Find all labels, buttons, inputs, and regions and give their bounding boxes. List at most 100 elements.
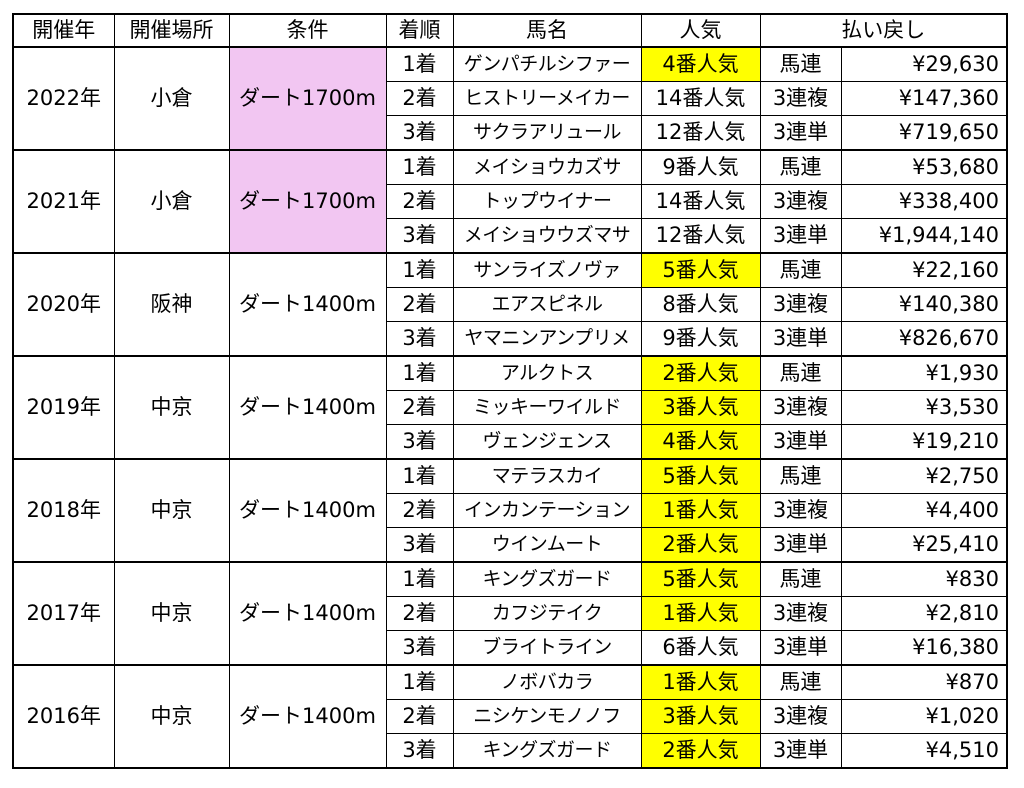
popularity-cell: 14番人気 bbox=[640, 184, 761, 219]
header-venue: 開催場所 bbox=[113, 13, 230, 48]
place-cell: 2着 bbox=[385, 390, 454, 425]
horse-name-cell: メイショウウズマサ bbox=[452, 218, 642, 254]
year-group: 2020年 阪神 ダート1400m 1着 サンライズノヴァ 5番人気 馬連 ¥22,160 2着… bbox=[12, 252, 1008, 357]
popularity-cell: 3番人気 bbox=[640, 699, 761, 734]
header-year: 開催年 bbox=[12, 13, 115, 48]
year-group: 2016年 中京 ダート1400m 1着 ノボバカラ 1番人気 馬連 ¥870 2着 ニシケンモノ… bbox=[12, 664, 1008, 769]
popularity-cell: 9番人気 bbox=[640, 149, 761, 185]
table-row: 3着 キングズガード 2番人気 3連単 ¥4,510 bbox=[13, 733, 1008, 769]
popularity-cell: 2番人気 bbox=[640, 733, 761, 769]
popularity-cell: 1番人気 bbox=[640, 664, 761, 700]
payout-cell: ¥1,020 bbox=[840, 699, 1008, 734]
payout-cell: ¥719,650 bbox=[840, 115, 1008, 151]
bet-type-cell: 馬連 bbox=[759, 458, 842, 494]
year-cell: 2019年 bbox=[12, 355, 115, 460]
payout-cell: ¥4,510 bbox=[840, 733, 1008, 769]
condition-cell: ダート1400m bbox=[228, 458, 387, 563]
place-cell: 1着 bbox=[385, 149, 454, 185]
venue-cell: 小倉 bbox=[113, 46, 230, 151]
table-row: 2着 ニシケンモノノフ 3番人気 3連複 ¥1,020 bbox=[13, 699, 1008, 734]
horse-name-cell: ヤマニンアンプリメ bbox=[452, 321, 642, 357]
bet-type-cell: 3連複 bbox=[759, 184, 842, 219]
horse-name-cell: トップウイナー bbox=[452, 184, 642, 219]
popularity-cell: 3番人気 bbox=[640, 390, 761, 425]
horse-name-cell: カフジテイク bbox=[452, 596, 642, 631]
table-row: 2着 カフジテイク 1番人気 3連複 ¥2,810 bbox=[13, 596, 1008, 631]
venue-cell: 阪神 bbox=[113, 252, 230, 357]
horse-name-cell: ニシケンモノノフ bbox=[452, 699, 642, 734]
bet-type-cell: 3連複 bbox=[759, 287, 842, 322]
horse-name-cell: サクラアリュール bbox=[452, 115, 642, 151]
bet-type-cell: 3連単 bbox=[759, 527, 842, 563]
header-popularity: 人気 bbox=[640, 13, 761, 48]
year-cell: 2017年 bbox=[12, 561, 115, 666]
payout-cell: ¥338,400 bbox=[840, 184, 1008, 219]
horse-name-cell: ヒストリーメイカー bbox=[452, 81, 642, 116]
popularity-cell: 2番人気 bbox=[640, 355, 761, 391]
bet-type-cell: 3連単 bbox=[759, 424, 842, 460]
horse-name-cell: ノボバカラ bbox=[452, 664, 642, 700]
horse-name-cell: キングズガード bbox=[452, 561, 642, 597]
place-cell: 3着 bbox=[385, 424, 454, 460]
payout-cell: ¥53,680 bbox=[840, 149, 1008, 185]
table-row: 3着 ウインムート 2番人気 3連単 ¥25,410 bbox=[13, 527, 1008, 563]
place-cell: 1着 bbox=[385, 458, 454, 494]
header-payout: 払い戻し bbox=[759, 13, 1008, 48]
bet-type-cell: 3連複 bbox=[759, 390, 842, 425]
bet-type-cell: 馬連 bbox=[759, 561, 842, 597]
bet-type-cell: 3連複 bbox=[759, 699, 842, 734]
popularity-cell: 5番人気 bbox=[640, 252, 761, 288]
horse-name-cell: ウインムート bbox=[452, 527, 642, 563]
table-row: 2022年 小倉 ダート1700m 1着 ゲンパチルシファー 4番人気 馬連 ¥29,630 bbox=[12, 46, 1008, 151]
table-row: 2着 エアスピネル 8番人気 3連複 ¥140,380 bbox=[13, 287, 1008, 322]
bet-type-cell: 馬連 bbox=[759, 664, 842, 700]
bet-type-cell: 馬連 bbox=[759, 149, 842, 185]
header-place: 着順 bbox=[385, 13, 454, 48]
year-cell: 2020年 bbox=[12, 252, 115, 357]
condition-cell: ダート1700m bbox=[228, 46, 387, 151]
table-row: 2020年 阪神 ダート1400m 1着 サンライズノヴァ 5番人気 馬連 ¥22,160 bbox=[12, 252, 1008, 357]
venue-cell: 中京 bbox=[113, 561, 230, 666]
payout-cell: ¥140,380 bbox=[840, 287, 1008, 322]
popularity-cell: 4番人気 bbox=[640, 424, 761, 460]
venue-cell: 小倉 bbox=[113, 149, 230, 254]
payout-cell: ¥1,944,140 bbox=[840, 218, 1008, 254]
popularity-cell: 5番人気 bbox=[640, 458, 761, 494]
year-group: 2018年 中京 ダート1400m 1着 マテラスカイ 5番人気 馬連 ¥2,750 2着 インカ… bbox=[12, 458, 1008, 563]
payout-cell: ¥1,930 bbox=[840, 355, 1008, 391]
place-cell: 3着 bbox=[385, 218, 454, 254]
place-cell: 2着 bbox=[385, 287, 454, 322]
payout-cell: ¥4,400 bbox=[840, 493, 1008, 528]
place-cell: 1着 bbox=[385, 561, 454, 597]
place-cell: 2着 bbox=[385, 493, 454, 528]
year-group: 2022年 小倉 ダート1700m 1着 ゲンパチルシファー 4番人気 馬連 ¥29,630 2… bbox=[12, 46, 1008, 151]
place-cell: 1着 bbox=[385, 355, 454, 391]
payout-cell: ¥16,380 bbox=[840, 630, 1008, 666]
horse-name-cell: メイショウカズサ bbox=[452, 149, 642, 185]
table-row: 2021年 小倉 ダート1700m 1着 メイショウカズサ 9番人気 馬連 ¥53,680 bbox=[12, 149, 1008, 254]
horse-name-cell: ゲンパチルシファー bbox=[452, 46, 642, 82]
popularity-cell: 4番人気 bbox=[640, 46, 761, 82]
year-cell: 2022年 bbox=[12, 46, 115, 151]
table-row: 3着 ブライトライン 6番人気 3連単 ¥16,380 bbox=[13, 630, 1008, 666]
condition-cell: ダート1400m bbox=[228, 252, 387, 357]
year-cell: 2018年 bbox=[12, 458, 115, 563]
payout-cell: ¥3,530 bbox=[840, 390, 1008, 425]
horse-name-cell: インカンテーション bbox=[452, 493, 642, 528]
place-cell: 1着 bbox=[385, 46, 454, 82]
bet-type-cell: 3連単 bbox=[759, 115, 842, 151]
payout-cell: ¥25,410 bbox=[840, 527, 1008, 563]
year-group: 2017年 中京 ダート1400m 1着 キングズガード 5番人気 馬連 ¥830 2着 カフジテ… bbox=[12, 561, 1008, 666]
table-row: 2016年 中京 ダート1400m 1着 ノボバカラ 1番人気 馬連 ¥870 bbox=[12, 664, 1008, 769]
popularity-cell: 12番人気 bbox=[640, 218, 761, 254]
place-cell: 3着 bbox=[385, 115, 454, 151]
table-row: 2018年 中京 ダート1400m 1着 マテラスカイ 5番人気 馬連 ¥2,750 bbox=[12, 458, 1008, 563]
place-cell: 3着 bbox=[385, 630, 454, 666]
bet-type-cell: 3連単 bbox=[759, 733, 842, 769]
popularity-cell: 12番人気 bbox=[640, 115, 761, 151]
payout-cell: ¥870 bbox=[840, 664, 1008, 700]
horse-name-cell: キングズガード bbox=[452, 733, 642, 769]
condition-cell: ダート1400m bbox=[228, 355, 387, 460]
place-cell: 1着 bbox=[385, 664, 454, 700]
table-row: 2019年 中京 ダート1400m 1着 アルクトス 2番人気 馬連 ¥1,930 bbox=[12, 355, 1008, 460]
